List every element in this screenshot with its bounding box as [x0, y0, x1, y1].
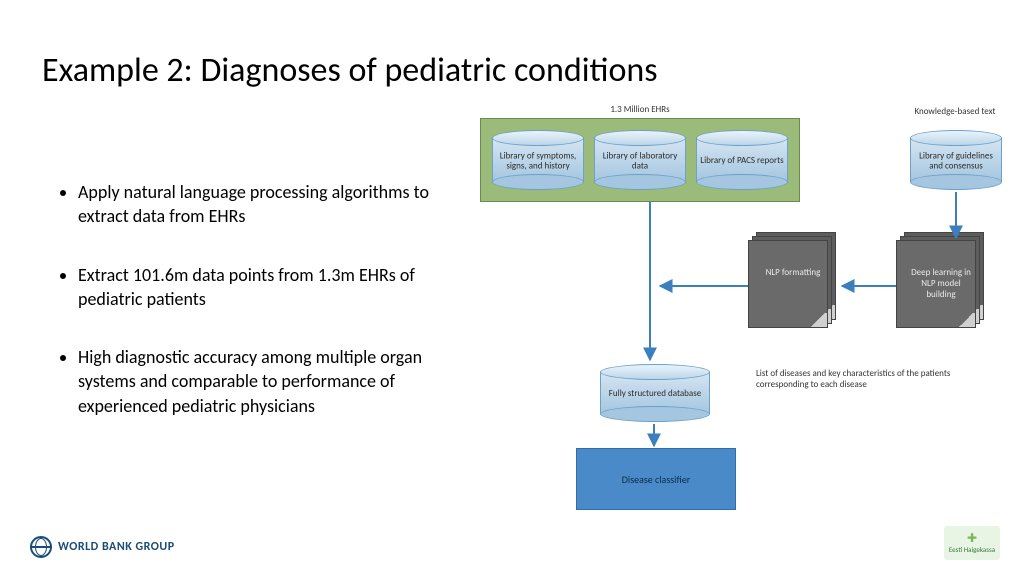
slide-title: Example 2: Diagnoses of pediatric condit… [42, 50, 658, 91]
knowledge-label: Knowledge-based text [900, 106, 1010, 117]
bullet-list: Apply natural language processing algori… [60, 180, 440, 452]
globe-icon [30, 536, 52, 558]
cylinder-label: Library of symptoms, signs, and history [494, 152, 582, 173]
slide: Example 2: Diagnoses of pediatric condit… [0, 0, 1024, 576]
doc-label: NLP formatting [758, 268, 828, 279]
diagram-note: List of diseases and key characteristics… [756, 368, 956, 391]
classifier-label: Disease classifier [622, 473, 690, 486]
eesti-haigekassa-logo: Eesti Haigekassa [944, 526, 1000, 560]
bullet-item: High diagnostic accuracy among multiple … [78, 345, 440, 418]
bullet-item: Extract 101.6m data points from 1.3m EHR… [78, 263, 440, 312]
worldbank-text: WORLD BANK GROUP [58, 540, 175, 554]
cylinder-pacs: Library of PACS reports [696, 130, 788, 190]
worldbank-logo: WORLD BANK GROUP [30, 536, 175, 558]
cylinder-label: Library of guidelines and consensus [912, 152, 1000, 173]
eesti-text: Eesti Haigekassa [949, 546, 995, 554]
bullet-item: Apply natural language processing algori… [78, 180, 440, 229]
cylinder-structured: Fully structured database [600, 364, 710, 422]
doc-label: Deep learning in NLP model building [906, 268, 976, 300]
cylinder-label: Fully structured database [602, 389, 708, 399]
group-label: 1.3 Million EHRs [590, 104, 690, 115]
cylinder-labdata: Library of laboratory data [594, 130, 686, 190]
flowchart: 1.3 Million EHRs Knowledge-based text Li… [480, 110, 1010, 530]
cylinder-label: Library of laboratory data [596, 152, 684, 173]
cylinder-guidelines: Library of guidelines and consensus [910, 130, 1002, 190]
classifier-box: Disease classifier [576, 448, 736, 510]
cylinder-label: Library of PACS reports [698, 156, 786, 166]
cylinder-symptoms: Library of symptoms, signs, and history [492, 130, 584, 190]
